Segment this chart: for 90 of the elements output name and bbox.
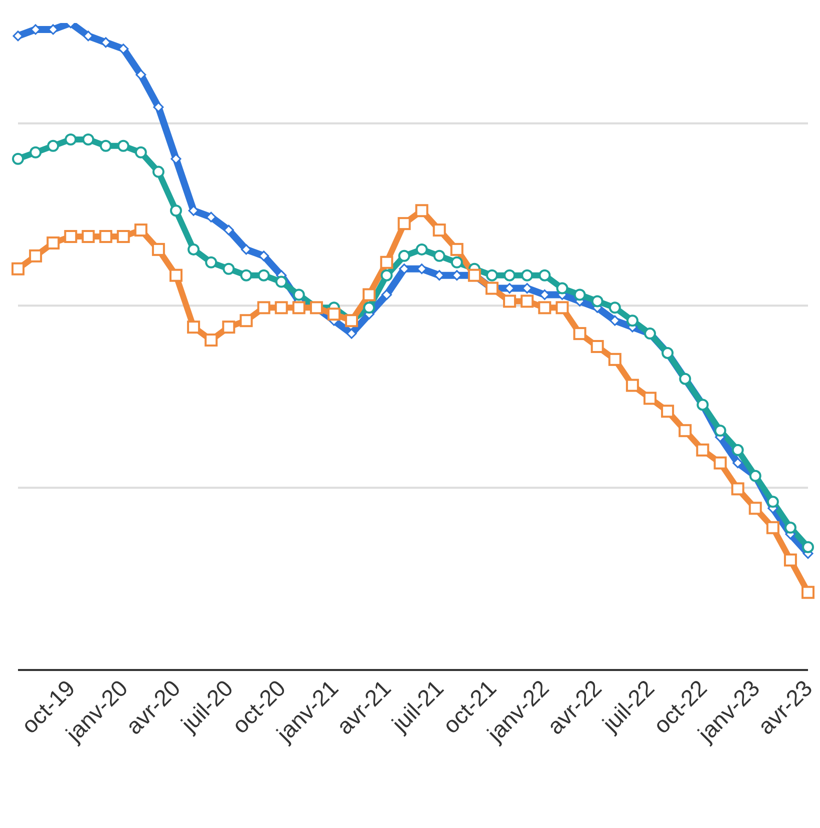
point — [504, 269, 516, 282]
point — [222, 262, 235, 275]
point — [134, 146, 147, 158]
point — [82, 133, 94, 146]
point — [450, 256, 463, 268]
point — [205, 256, 218, 268]
point — [520, 294, 534, 308]
point — [398, 264, 410, 274]
point — [380, 269, 393, 282]
point — [240, 314, 253, 328]
point — [188, 243, 200, 256]
point — [275, 276, 288, 288]
point — [608, 302, 621, 314]
point — [134, 224, 148, 237]
point — [538, 301, 552, 314]
point — [328, 308, 340, 321]
point — [258, 269, 270, 282]
point — [47, 140, 60, 152]
point — [118, 44, 129, 54]
point — [644, 392, 656, 405]
point — [170, 268, 182, 282]
point — [46, 236, 60, 250]
point — [136, 70, 146, 80]
point — [30, 146, 42, 158]
point — [82, 30, 94, 42]
point — [678, 424, 692, 438]
point — [556, 282, 568, 294]
point — [152, 166, 164, 178]
point — [258, 250, 270, 262]
point — [187, 320, 200, 334]
point — [415, 204, 428, 218]
point — [398, 250, 410, 262]
point — [363, 302, 376, 314]
point — [486, 269, 498, 282]
point — [433, 250, 446, 262]
point — [766, 521, 780, 534]
point — [64, 230, 78, 244]
point — [714, 456, 727, 470]
point — [416, 243, 428, 256]
point — [257, 301, 270, 314]
point — [12, 262, 24, 276]
point — [381, 289, 392, 300]
point — [591, 295, 604, 308]
point — [398, 217, 411, 230]
point — [153, 102, 164, 112]
point — [64, 133, 77, 146]
point — [590, 340, 604, 353]
point — [292, 288, 305, 301]
point — [731, 482, 744, 496]
point — [240, 244, 252, 255]
point — [608, 352, 622, 366]
point — [626, 378, 639, 392]
point — [450, 242, 464, 256]
point — [204, 334, 218, 347]
point — [116, 230, 130, 244]
point — [574, 288, 586, 301]
point — [100, 140, 112, 152]
point — [292, 301, 306, 314]
point — [432, 224, 446, 237]
point — [784, 554, 797, 567]
point — [784, 522, 796, 534]
point — [274, 301, 288, 314]
point — [82, 230, 95, 244]
point — [714, 424, 726, 437]
point — [29, 249, 42, 262]
point — [802, 541, 814, 554]
point — [521, 269, 534, 282]
point — [766, 496, 779, 508]
point — [380, 256, 394, 269]
point — [802, 586, 814, 599]
point — [240, 269, 252, 282]
point — [556, 301, 569, 314]
point — [573, 327, 586, 340]
point — [696, 444, 710, 457]
point — [170, 204, 182, 217]
point — [346, 328, 357, 339]
point — [732, 458, 744, 468]
point — [661, 404, 674, 418]
point — [12, 152, 24, 165]
point — [732, 444, 744, 456]
point — [362, 288, 376, 302]
point — [222, 320, 236, 334]
point — [503, 294, 516, 308]
point — [538, 269, 551, 282]
point — [748, 502, 762, 515]
point — [152, 242, 165, 256]
point — [626, 314, 638, 327]
point — [117, 140, 130, 152]
point — [223, 224, 234, 236]
point — [99, 230, 112, 244]
